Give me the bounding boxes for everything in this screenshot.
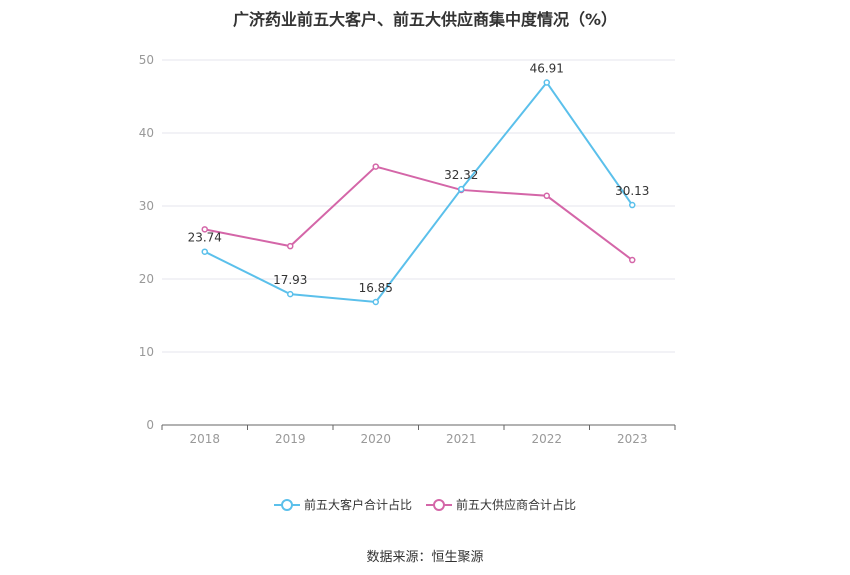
y-tick-label: 40 <box>139 126 154 140</box>
y-tick-label: 50 <box>139 53 154 67</box>
data-labels: 23.74 17.93 16.85 32.32 46.91 30.13 <box>188 62 650 295</box>
data-point <box>372 163 379 170</box>
x-tick-label: 2021 <box>446 432 477 446</box>
data-label: 30.13 <box>615 184 649 198</box>
y-tick-label: 20 <box>139 272 154 286</box>
chart-title: 广济药业前五大客户、前五大供应商集中度情况（%） <box>232 10 618 29</box>
series-line-1 <box>204 165 633 261</box>
data-point <box>543 192 550 200</box>
legend-label-customers: 前五大客户合计占比 <box>303 498 412 512</box>
data-point <box>458 185 465 193</box>
data-point <box>287 242 294 250</box>
y-tick-label: 0 <box>146 418 154 432</box>
data-label: 23.74 <box>188 231 222 245</box>
data-point <box>201 226 208 233</box>
source-note: 数据来源：恒生聚源 <box>366 550 484 565</box>
data-label: 16.85 <box>359 281 393 295</box>
legend-item-suppliers[interactable]: 前五大供应商合计占比 <box>426 496 576 513</box>
legend-label-suppliers: 前五大供应商合计占比 <box>456 498 577 512</box>
legend-swatch-suppliers <box>426 498 452 512</box>
data-label: 17.93 <box>273 273 307 287</box>
data-point <box>201 248 208 255</box>
data-point <box>543 79 550 86</box>
x-tick-label: 2019 <box>275 432 306 446</box>
data-point <box>372 298 379 306</box>
legend-marker-icon <box>433 498 445 511</box>
legend-item-customers[interactable]: 前五大客户合计占比 <box>273 496 412 513</box>
series <box>201 79 636 306</box>
data-point <box>629 256 636 264</box>
legend-marker-icon <box>280 498 293 511</box>
x-tick-label: 2020 <box>360 432 391 446</box>
data-point <box>629 201 636 209</box>
y-tick-label: 30 <box>139 199 154 213</box>
grid-lines <box>162 59 675 353</box>
chart-legend: 前五大客户合计占比 前五大供应商合计占比 <box>0 496 850 513</box>
x-tick-label: 2018 <box>189 432 220 446</box>
x-tick-label: 2023 <box>617 432 648 446</box>
data-label: 46.91 <box>530 62 564 76</box>
x-tick-label: 2022 <box>531 432 562 446</box>
axes: 0 10 20 30 40 50 2018 2019 2020 2021 2022 2023 <box>139 53 676 446</box>
series-line-0 <box>204 80 634 304</box>
data-point <box>287 290 294 298</box>
legend-swatch-customers <box>273 498 300 512</box>
y-tick-label: 10 <box>139 345 154 359</box>
data-label: 32.32 <box>444 168 478 182</box>
